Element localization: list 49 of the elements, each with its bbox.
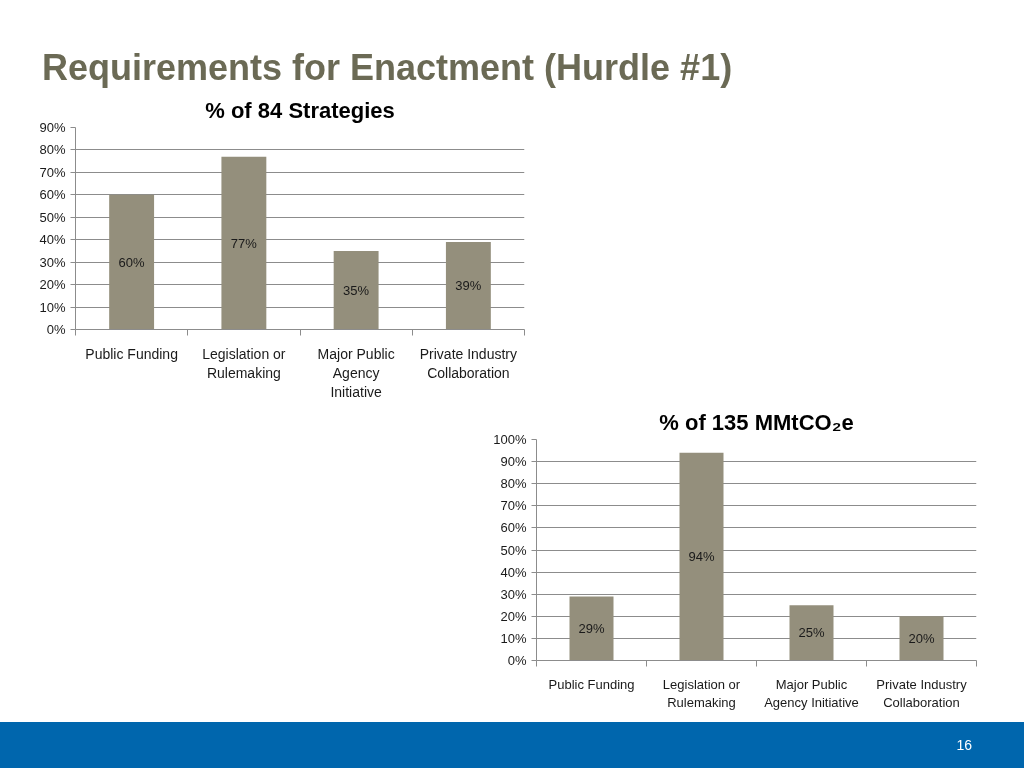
data-label: 35%: [343, 282, 370, 298]
data-label: 20%: [908, 630, 935, 646]
chart-title: % of 135 MMtCO₂e: [659, 409, 854, 435]
y-tick-label: 30%: [500, 586, 527, 602]
data-label: 39%: [455, 278, 482, 294]
x-tick-label: Private Industry Collaboration: [876, 676, 968, 710]
bar: [569, 596, 614, 661]
text: Requirements for Enactment (Hurdle #1): [41, 46, 733, 90]
text: 16: [0, 722, 1024, 768]
data-label: 77%: [230, 235, 258, 251]
y-tick-label: 20%: [39, 277, 66, 293]
y-tick-label: 70%: [39, 164, 66, 180]
y-tick-label: 20%: [500, 608, 527, 624]
y-tick-label: 60%: [500, 520, 527, 536]
data-label: 29%: [578, 620, 605, 636]
bar: [789, 605, 834, 661]
x-tick-label: Public Funding: [548, 676, 635, 692]
x-tick-label: Private Industry Collaboration: [419, 345, 518, 381]
bar: [445, 241, 491, 330]
y-tick-label: 100%: [493, 432, 527, 447]
y-tick-label: 40%: [39, 232, 66, 248]
x-tick-label: Major Public Agency Initiative: [317, 345, 395, 400]
y-tick-label: 40%: [500, 564, 527, 580]
y-tick-label: 90%: [500, 454, 527, 470]
y-tick-label: 70%: [500, 498, 527, 514]
y-tick-label: 80%: [39, 142, 66, 158]
data-label: 60%: [118, 254, 146, 270]
data-label: 25%: [798, 625, 825, 641]
bar: [333, 250, 379, 330]
bar: [899, 616, 944, 661]
bar: [221, 156, 267, 330]
y-tick-label: 50%: [39, 209, 66, 225]
data-label: 94%: [688, 549, 715, 565]
y-tick-label: 0%: [507, 653, 527, 668]
x-tick-label: Major Public Agency Initiative: [764, 676, 859, 710]
y-tick-label: 10%: [500, 630, 527, 646]
x-tick-label: Public Funding: [85, 345, 178, 362]
y-tick-label: 50%: [500, 542, 527, 558]
y-tick-label: 60%: [39, 187, 66, 203]
bar: [679, 452, 724, 661]
x-tick-label: Legislation or Rulemaking: [662, 676, 741, 710]
y-tick-label: 0%: [46, 322, 66, 337]
y-tick-label: 90%: [39, 120, 66, 135]
x-tick-label: Legislation or Rulemaking: [202, 345, 286, 381]
y-tick-label: 80%: [500, 476, 527, 492]
y-tick-label: 10%: [39, 299, 66, 315]
y-tick-label: 30%: [39, 254, 66, 270]
bar: [109, 194, 155, 330]
chart-title: % of 84 Strategies: [205, 97, 395, 123]
